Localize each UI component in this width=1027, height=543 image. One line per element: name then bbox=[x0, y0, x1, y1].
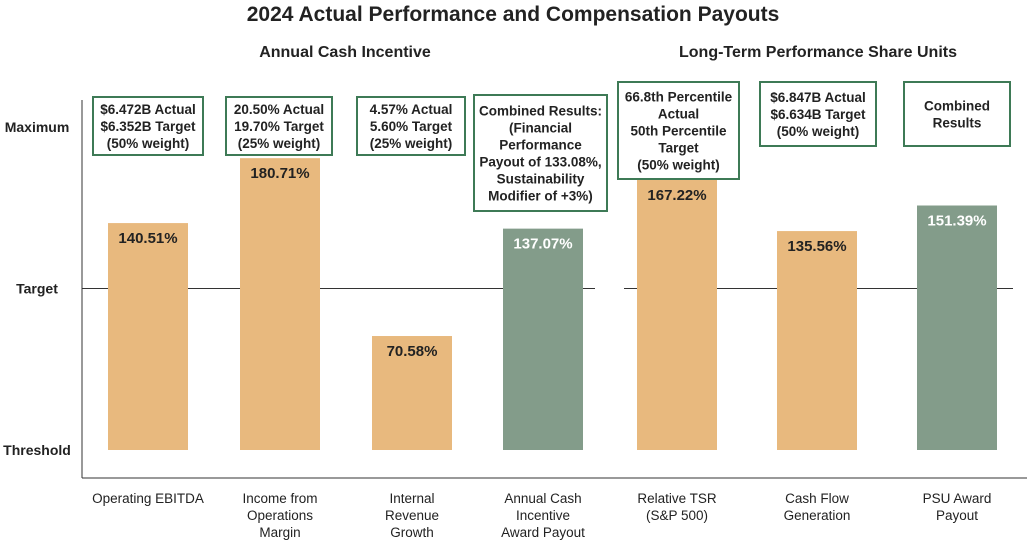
bar-combined bbox=[503, 228, 583, 450]
group-title: Annual Cash Incentive bbox=[259, 44, 431, 61]
category-label: (S&P 500) bbox=[646, 508, 708, 523]
annotation-text: 5.60% Target bbox=[370, 119, 453, 134]
y-tick-label: Threshold bbox=[3, 442, 71, 458]
annotation-text: 19.70% Target bbox=[234, 119, 324, 134]
annotation-text: (50% weight) bbox=[637, 158, 720, 173]
category-label: Internal bbox=[389, 491, 434, 506]
bar-component bbox=[372, 336, 452, 450]
annotation-text: $6.634B Target bbox=[770, 107, 866, 122]
annotation-box: 20.50% Actual 19.70% Target (25% weight) bbox=[225, 96, 333, 156]
annotation-text: (25% weight) bbox=[370, 136, 453, 151]
bar-value-label: 140.51% bbox=[118, 230, 177, 247]
bar-value-label: 137.07% bbox=[513, 236, 572, 253]
annotation-text: 66.8th Percentile bbox=[625, 90, 733, 105]
category-label: Operations bbox=[247, 508, 313, 523]
bar-value-label: 180.71% bbox=[250, 165, 309, 182]
annotation-text: (25% weight) bbox=[238, 136, 321, 151]
y-tick-label: Maximum bbox=[5, 119, 70, 135]
annotation-text: 20.50% Actual bbox=[234, 102, 324, 117]
annotation-box-border bbox=[903, 81, 1011, 147]
annotation-box: 66.8th Percentile Actual 50th Percentile Ta… bbox=[617, 81, 740, 180]
bar-component bbox=[777, 231, 857, 450]
category-label: Generation bbox=[784, 508, 851, 523]
annotation-box-border bbox=[473, 94, 608, 212]
category-label: Annual Cash bbox=[504, 491, 581, 506]
category-label: Operating EBITDA bbox=[92, 491, 204, 506]
annotation-box-border bbox=[759, 81, 877, 147]
annotation-box: 4.57% Actual 5.60% Target (25% weight) bbox=[356, 96, 466, 156]
category-label: Payout bbox=[936, 508, 978, 523]
category-label: Incentive bbox=[516, 508, 570, 523]
bar-combined bbox=[917, 205, 997, 450]
annotation-box-border bbox=[225, 96, 333, 156]
annotation-box: $6.472B Actual $6.352B Target (50% weight) bbox=[92, 96, 204, 156]
annotation-text: $6.472B Actual bbox=[100, 102, 196, 117]
category-label: Relative TSR bbox=[637, 491, 717, 506]
annotation-text: Combined Results: bbox=[479, 104, 602, 119]
bar-value-label: 167.22% bbox=[647, 187, 706, 204]
chart-title: 2024 Actual Performance and Compensation… bbox=[247, 3, 780, 26]
category-label: Revenue bbox=[385, 508, 439, 523]
annotation-box: Combined Results: (Financial Performance Pa… bbox=[473, 94, 608, 212]
annotation-text: $6.847B Actual bbox=[770, 90, 866, 105]
annotation-text: 50th Percentile bbox=[630, 124, 727, 139]
annotation-text: Target bbox=[658, 141, 699, 156]
annotation-box-border bbox=[92, 96, 204, 156]
annotation-text: (Financial bbox=[509, 121, 572, 136]
category-label: PSU Award bbox=[923, 491, 992, 506]
bar-value-label: 135.56% bbox=[787, 238, 846, 255]
annotation-text: (50% weight) bbox=[777, 124, 860, 139]
annotation-box: Combined Results bbox=[903, 81, 1011, 147]
category-label: Margin bbox=[259, 525, 300, 540]
annotation-text: Sustainability bbox=[497, 172, 585, 187]
category-label: Cash Flow bbox=[785, 491, 849, 506]
annotation-text: Payout of 133.08%, bbox=[479, 155, 601, 170]
annotation-text: Performance bbox=[499, 138, 582, 153]
annotation-text: (50% weight) bbox=[107, 136, 190, 151]
category-label: Income from bbox=[242, 491, 317, 506]
annotation-text: $6.352B Target bbox=[100, 119, 196, 134]
annotation-box-border bbox=[356, 96, 466, 156]
annotation-box: $6.847B Actual $6.634B Target (50% weight) bbox=[759, 81, 877, 147]
bar-component bbox=[108, 223, 188, 450]
group-title: Long-Term Performance Share Units bbox=[679, 44, 957, 61]
annotation-text: Actual bbox=[658, 107, 699, 122]
bar-component bbox=[240, 158, 320, 450]
bar-component bbox=[637, 179, 717, 450]
y-tick-label: Target bbox=[16, 281, 58, 297]
annotation-text: Combined bbox=[924, 99, 990, 114]
category-label: Growth bbox=[390, 525, 434, 540]
bar-value-label: 151.39% bbox=[927, 213, 986, 230]
annotation-box-border bbox=[617, 81, 740, 180]
annotation-text: Results bbox=[933, 116, 982, 131]
category-label: Award Payout bbox=[501, 525, 585, 540]
bar-value-label: 70.58% bbox=[387, 343, 438, 360]
annotation-text: 4.57% Actual bbox=[370, 102, 453, 117]
annotation-text: Modifier of +3%) bbox=[488, 189, 593, 204]
